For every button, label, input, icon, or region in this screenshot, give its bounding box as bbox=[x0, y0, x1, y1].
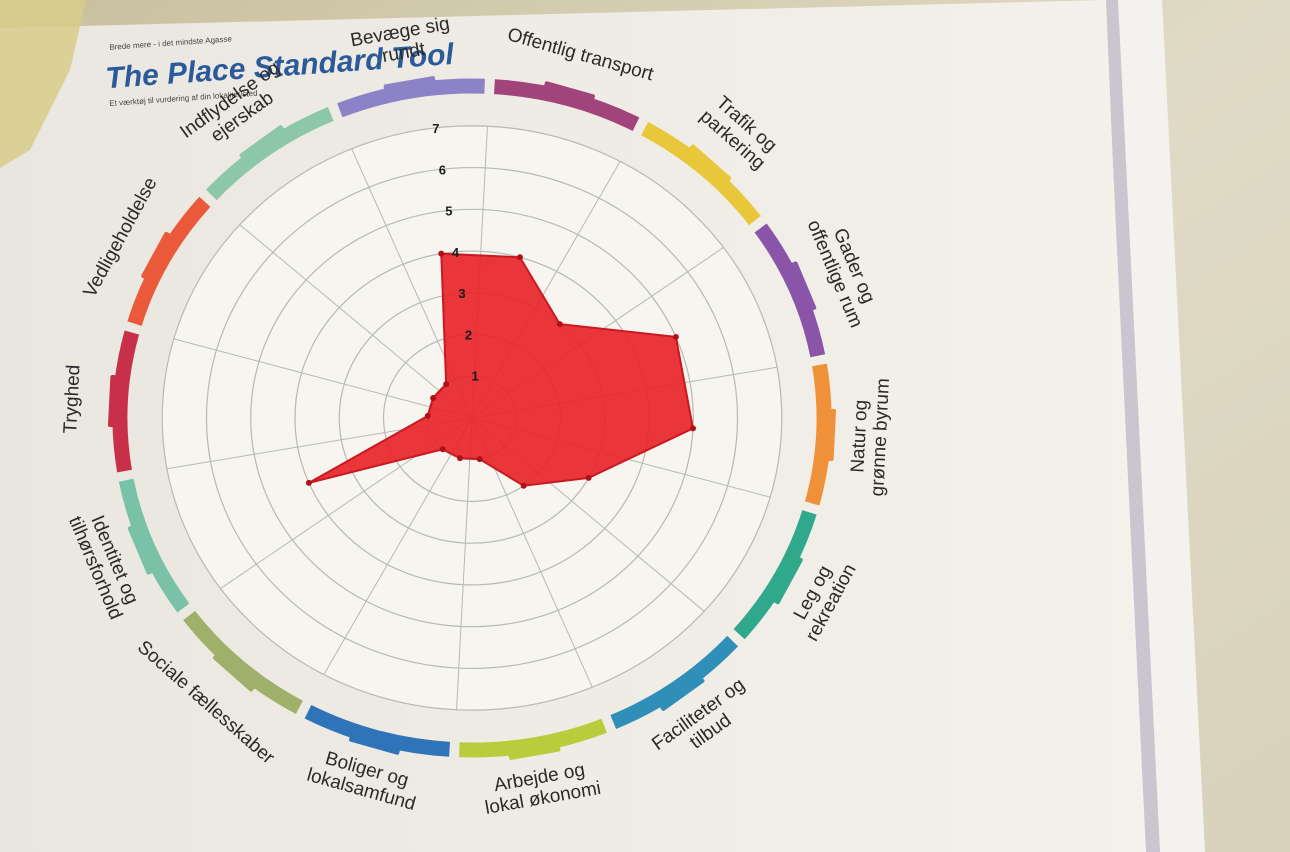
grid-spoke bbox=[323, 417, 473, 675]
ring-tab bbox=[507, 739, 561, 760]
score-point bbox=[585, 474, 592, 481]
score-point bbox=[443, 381, 450, 388]
score-point bbox=[305, 479, 312, 486]
ring-tab bbox=[383, 76, 437, 97]
scale-label: 2 bbox=[465, 327, 472, 342]
score-point bbox=[424, 412, 431, 419]
ring-tab bbox=[768, 554, 803, 605]
score-point bbox=[430, 395, 437, 402]
ring-tab bbox=[685, 144, 732, 187]
scale-label: 6 bbox=[439, 162, 446, 177]
score-point bbox=[672, 333, 679, 340]
score-point bbox=[516, 254, 523, 261]
ring-tab bbox=[239, 125, 288, 164]
ring-tab bbox=[656, 672, 705, 711]
ring-tab bbox=[349, 730, 402, 755]
scale-label: 3 bbox=[458, 286, 465, 301]
grid-ring bbox=[205, 166, 739, 670]
scale-label: 5 bbox=[445, 204, 452, 219]
ring-tab bbox=[821, 408, 837, 461]
scale-labels: 1 2 3 4 5 6 7 bbox=[432, 121, 478, 384]
score-area bbox=[305, 250, 696, 489]
ring-tab bbox=[141, 231, 176, 282]
category-ring bbox=[107, 76, 837, 760]
corner-object bbox=[0, 0, 86, 168]
scale-label: 7 bbox=[432, 121, 439, 136]
score-point bbox=[457, 455, 464, 462]
grid-spoke bbox=[173, 338, 473, 419]
score-point bbox=[689, 425, 696, 432]
grid-spoke bbox=[239, 224, 473, 419]
ring-tab bbox=[542, 81, 595, 106]
score-point bbox=[438, 250, 445, 257]
score-point bbox=[520, 482, 527, 489]
ring-tab bbox=[786, 261, 817, 313]
grid-spoke bbox=[456, 417, 473, 710]
score-point bbox=[439, 446, 446, 453]
paper-stack-shadow bbox=[1105, 0, 1160, 852]
scale-label: 1 bbox=[471, 369, 478, 384]
scale-label: 4 bbox=[452, 245, 460, 260]
ring-tab bbox=[127, 523, 158, 575]
grid-ring bbox=[161, 125, 783, 711]
ring-tab bbox=[107, 375, 123, 428]
score-point bbox=[556, 321, 563, 328]
category-label: Tryghed bbox=[60, 364, 84, 434]
score-point bbox=[476, 456, 483, 463]
grid-ring bbox=[250, 208, 694, 628]
ring-tab bbox=[212, 649, 259, 692]
